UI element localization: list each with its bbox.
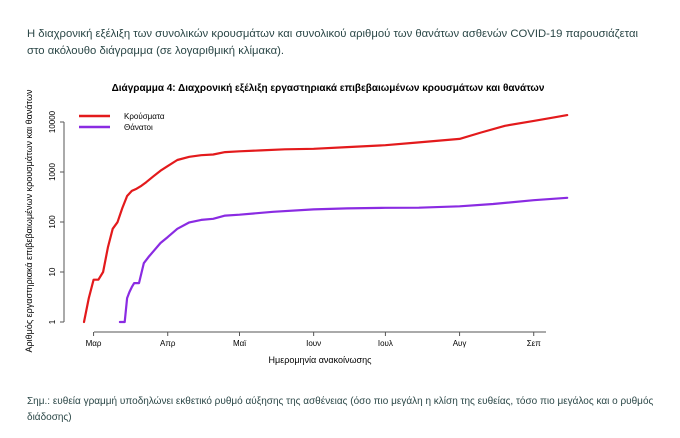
footnote: Σημ.: ευθεία γραμμή υποδηλώνει εκθετικό … [27, 396, 654, 423]
chart-title: Διάγραμμα 4: Διαχρονική εξέλιξη εργαστηρ… [112, 83, 545, 94]
x-tick-label: Ιουν [306, 339, 321, 348]
series-layer [82, 114, 569, 324]
y-tick-label: 1 [48, 319, 57, 324]
x-ticks: Μαρ Απρ Μαϊ Ιουν Ιουλ Αυγ Σεπ [86, 332, 542, 348]
x-tick-label: Ιουλ [378, 339, 393, 348]
series-line-deaths [118, 196, 569, 324]
legend-label-cases: Κρούσματα [124, 112, 165, 121]
y-tick-label: 10000 [48, 110, 57, 133]
x-tick-label: Απρ [160, 339, 176, 348]
y-ticks: 1 10 100 1000 10000 [48, 110, 64, 324]
x-axis-label: Ημερομηνία ανακοίνωσης [269, 355, 373, 365]
x-tick-label: Μαρ [86, 339, 102, 348]
intro-paragraph: Η διαχρονική εξέλιξη των συνολικών κρουσ… [27, 28, 639, 57]
x-tick-label: Μαϊ [233, 339, 246, 348]
legend: Κρούσματα Θάνατοι [79, 112, 165, 132]
y-tick-label: 10 [48, 267, 57, 276]
x-tick-label: Αυγ [453, 339, 467, 348]
y-tick-label: 1000 [48, 163, 57, 181]
series-line-cases [82, 114, 569, 324]
x-tick-label: Σεπ [527, 339, 542, 348]
legend-label-deaths: Θάνατοι [124, 123, 153, 132]
y-tick-label: 100 [48, 215, 57, 229]
y-axis-label: Αριθμός εργαστηριακά επιβεβαιωμένων κρου… [24, 89, 34, 352]
